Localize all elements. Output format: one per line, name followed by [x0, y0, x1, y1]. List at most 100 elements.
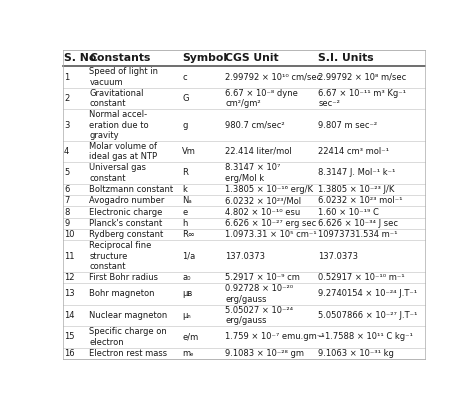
- Text: 9.807 m sec⁻²: 9.807 m sec⁻²: [318, 121, 377, 130]
- Text: 14: 14: [64, 311, 74, 320]
- Text: 6.626 × 10⁻³⁴ J sec: 6.626 × 10⁻³⁴ J sec: [318, 219, 398, 228]
- Text: 137.0373: 137.0373: [318, 252, 358, 261]
- Text: 4: 4: [64, 147, 69, 156]
- Text: 8.3147 × 10⁷
erg/Mol k: 8.3147 × 10⁷ erg/Mol k: [225, 163, 281, 183]
- Text: e: e: [182, 207, 188, 217]
- Text: Bohr magneton: Bohr magneton: [90, 290, 155, 298]
- Bar: [63, 88, 425, 109]
- Text: 6.0232 × 10²³ mol⁻¹: 6.0232 × 10²³ mol⁻¹: [318, 196, 403, 205]
- Text: 6.67 × 10⁻¹¹ m³ Kg⁻¹
sec⁻²: 6.67 × 10⁻¹¹ m³ Kg⁻¹ sec⁻²: [318, 89, 406, 109]
- Text: First Bohr radius: First Bohr radius: [90, 273, 158, 282]
- Text: 11: 11: [64, 252, 74, 261]
- Text: 4.802 × 10⁻¹⁰ esu: 4.802 × 10⁻¹⁰ esu: [225, 207, 301, 217]
- Text: 15: 15: [64, 333, 74, 341]
- Text: Electron rest mass: Electron rest mass: [90, 349, 167, 358]
- Text: S. No: S. No: [64, 53, 96, 63]
- Text: 7: 7: [64, 196, 69, 205]
- Text: 6.67 × 10⁻⁸ dyne
cm²/gm²: 6.67 × 10⁻⁸ dyne cm²/gm²: [225, 89, 298, 109]
- Text: Specific charge on
electron: Specific charge on electron: [90, 327, 167, 347]
- Bar: [63, 229, 425, 240]
- Text: μʙ: μʙ: [182, 290, 192, 298]
- Text: Speed of light in
vacuum: Speed of light in vacuum: [90, 67, 158, 87]
- Text: 13: 13: [64, 290, 74, 298]
- Text: 0.52917 × 10⁻¹⁰ m⁻¹: 0.52917 × 10⁻¹⁰ m⁻¹: [318, 273, 405, 282]
- Text: 22.414 liter/mol: 22.414 liter/mol: [225, 147, 292, 156]
- Text: 5.0507866 × 10⁻²⁷ J.T⁻¹: 5.0507866 × 10⁻²⁷ J.T⁻¹: [318, 311, 418, 320]
- Text: 9.1063 × 10⁻³¹ kg: 9.1063 × 10⁻³¹ kg: [318, 349, 394, 358]
- Text: μₙ: μₙ: [182, 311, 191, 320]
- Text: h: h: [182, 219, 188, 228]
- Text: 1.759 × 10⁻⁷ emu.gm⁻¹: 1.759 × 10⁻⁷ emu.gm⁻¹: [225, 333, 325, 341]
- Text: 12: 12: [64, 273, 74, 282]
- Bar: [63, 347, 425, 359]
- Text: 8: 8: [64, 207, 69, 217]
- Text: 8.3147 J. Mol⁻¹ k⁻¹: 8.3147 J. Mol⁻¹ k⁻¹: [318, 168, 396, 177]
- Bar: [63, 109, 425, 141]
- Bar: [63, 305, 425, 326]
- Text: 1.3805 × 10⁻²³ J/K: 1.3805 × 10⁻²³ J/K: [318, 185, 395, 194]
- Bar: [63, 240, 425, 272]
- Text: 1: 1: [64, 72, 69, 81]
- Text: CGS Unit: CGS Unit: [225, 53, 279, 63]
- Text: Planck's constant: Planck's constant: [90, 219, 163, 228]
- Text: Vm: Vm: [182, 147, 196, 156]
- Text: 5: 5: [64, 168, 69, 177]
- Text: 22414 cm³ mol⁻¹: 22414 cm³ mol⁻¹: [318, 147, 389, 156]
- Text: e/m: e/m: [182, 333, 199, 341]
- Text: G: G: [182, 94, 189, 103]
- Text: 2.99792 × 10⁸ m/sec: 2.99792 × 10⁸ m/sec: [318, 72, 407, 81]
- Text: −1.7588 × 10¹¹ C kg⁻¹: −1.7588 × 10¹¹ C kg⁻¹: [318, 333, 413, 341]
- Text: Molar volume of
ideal gas at NTP: Molar volume of ideal gas at NTP: [90, 142, 157, 161]
- Text: k: k: [182, 185, 187, 194]
- Bar: [63, 162, 425, 183]
- Bar: [63, 66, 425, 88]
- Bar: [63, 283, 425, 305]
- Text: 0.92728 × 10⁻²⁰
erg/gauss: 0.92728 × 10⁻²⁰ erg/gauss: [225, 284, 293, 304]
- Text: 10: 10: [64, 230, 74, 239]
- Text: 2: 2: [64, 94, 69, 103]
- Text: 1.3805 × 10⁻¹⁶ erg/K: 1.3805 × 10⁻¹⁶ erg/K: [225, 185, 313, 194]
- Text: 9.2740154 × 10⁻²⁴ J.T⁻¹: 9.2740154 × 10⁻²⁴ J.T⁻¹: [318, 290, 417, 298]
- Text: Constants: Constants: [90, 53, 151, 63]
- Text: 6: 6: [64, 185, 69, 194]
- Text: Electronic charge: Electronic charge: [90, 207, 163, 217]
- Text: R: R: [182, 168, 188, 177]
- Text: Universal gas
constant: Universal gas constant: [90, 163, 146, 183]
- Text: 1.60 × 10⁻¹⁹ C: 1.60 × 10⁻¹⁹ C: [318, 207, 379, 217]
- Text: 137.0373: 137.0373: [225, 252, 265, 261]
- Text: 16: 16: [64, 349, 74, 358]
- Text: 1.0973.31 × 10⁵ cm⁻¹: 1.0973.31 × 10⁵ cm⁻¹: [225, 230, 317, 239]
- Bar: [63, 326, 425, 347]
- Text: Avogadro number: Avogadro number: [90, 196, 165, 205]
- Text: Reciprocal fine
structure
constant: Reciprocal fine structure constant: [90, 241, 152, 271]
- Bar: [63, 217, 425, 229]
- Text: c: c: [182, 72, 187, 81]
- Bar: [63, 195, 425, 206]
- Bar: [63, 272, 425, 283]
- Text: 9: 9: [64, 219, 69, 228]
- Bar: [63, 183, 425, 195]
- Bar: [63, 206, 425, 217]
- Text: Rydberg constant: Rydberg constant: [90, 230, 164, 239]
- Text: a₀: a₀: [182, 273, 191, 282]
- Text: 5.2917 × 10⁻⁹ cm: 5.2917 × 10⁻⁹ cm: [225, 273, 300, 282]
- Text: g: g: [182, 121, 188, 130]
- Text: 2.99792 × 10¹⁰ cm/sec: 2.99792 × 10¹⁰ cm/sec: [225, 72, 321, 81]
- Text: Gravitational
constant: Gravitational constant: [90, 89, 144, 109]
- Text: 10973731.534 m⁻¹: 10973731.534 m⁻¹: [318, 230, 398, 239]
- Text: 3: 3: [64, 121, 69, 130]
- Text: Boltzmann constant: Boltzmann constant: [90, 185, 173, 194]
- Text: Nₐ: Nₐ: [182, 196, 192, 205]
- Bar: [63, 50, 425, 66]
- Text: Normal accel-
eration due to
gravity: Normal accel- eration due to gravity: [90, 110, 149, 140]
- Text: 5.05027 × 10⁻²⁴
erg/gauss: 5.05027 × 10⁻²⁴ erg/gauss: [225, 305, 293, 325]
- Bar: [63, 141, 425, 162]
- Text: S.I. Units: S.I. Units: [318, 53, 374, 63]
- Text: 6.0232 × 10²³/Mol: 6.0232 × 10²³/Mol: [225, 196, 301, 205]
- Text: 1/a: 1/a: [182, 252, 196, 261]
- Text: mₑ: mₑ: [182, 349, 194, 358]
- Text: 9.1083 × 10⁻²⁸ gm: 9.1083 × 10⁻²⁸ gm: [225, 349, 304, 358]
- Text: 980.7 cm/sec²: 980.7 cm/sec²: [225, 121, 285, 130]
- Text: R∞: R∞: [182, 230, 195, 239]
- Text: Nuclear magneton: Nuclear magneton: [90, 311, 168, 320]
